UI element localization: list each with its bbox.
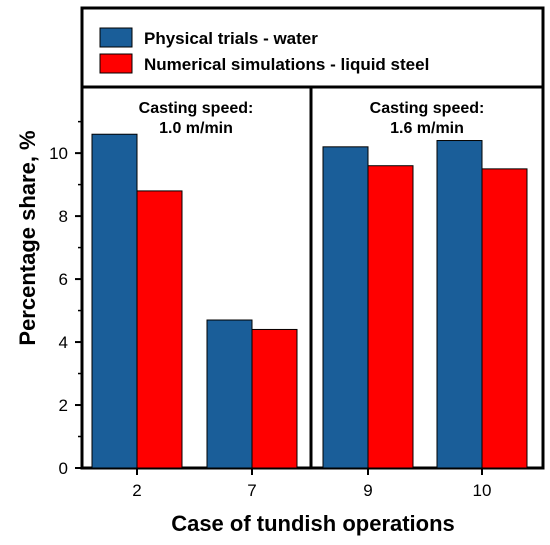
bar-steel-case-2 — [136, 190, 183, 469]
x-tick-label-9: 9 — [363, 481, 372, 500]
x-axis-label: Case of tundish operations — [171, 511, 455, 536]
y-tick-label: 8 — [59, 207, 68, 226]
legend-label-steel: Numerical simulations - liquid steel — [144, 55, 429, 74]
panel-annotation-left-line1: Casting speed: — [139, 100, 254, 117]
y-tick-label: 6 — [59, 270, 68, 289]
bar-water-case-7 — [206, 319, 253, 469]
bar-water-case-10 — [436, 140, 483, 469]
bar-steel-case-7 — [251, 328, 298, 469]
bar-steel-case-9 — [367, 165, 414, 469]
panel-annotation-left-line2: 1.0 m/min — [159, 120, 233, 137]
bar-steel-case-10 — [481, 168, 528, 469]
y-tick-label: 10 — [49, 144, 68, 163]
y-axis-ticks: 0 2 4 6 8 10 — [49, 120, 82, 478]
y-axis-label: Percentage share, % — [15, 130, 40, 345]
legend-label-water: Physical trials - water — [144, 29, 318, 48]
panel-annotation-right-line1: Casting speed: — [370, 100, 485, 117]
legend: Physical trials - water Numerical simula… — [99, 27, 429, 74]
x-tick-label-10: 10 — [473, 481, 492, 500]
y-tick-label: 2 — [59, 396, 68, 415]
legend-swatch-steel — [99, 53, 133, 74]
y-tick-label: 4 — [59, 333, 68, 352]
x-axis-ticks: 2 7 9 10 — [132, 468, 491, 500]
bar-water-case-2 — [91, 133, 138, 469]
x-tick-label-2: 2 — [132, 481, 141, 500]
bar-water-case-9 — [322, 146, 369, 469]
bars — [91, 133, 528, 469]
panel-annotation-right-line2: 1.6 m/min — [390, 120, 464, 137]
y-tick-label: 0 — [59, 459, 68, 478]
legend-swatch-water — [99, 27, 133, 48]
x-tick-label-7: 7 — [247, 481, 256, 500]
